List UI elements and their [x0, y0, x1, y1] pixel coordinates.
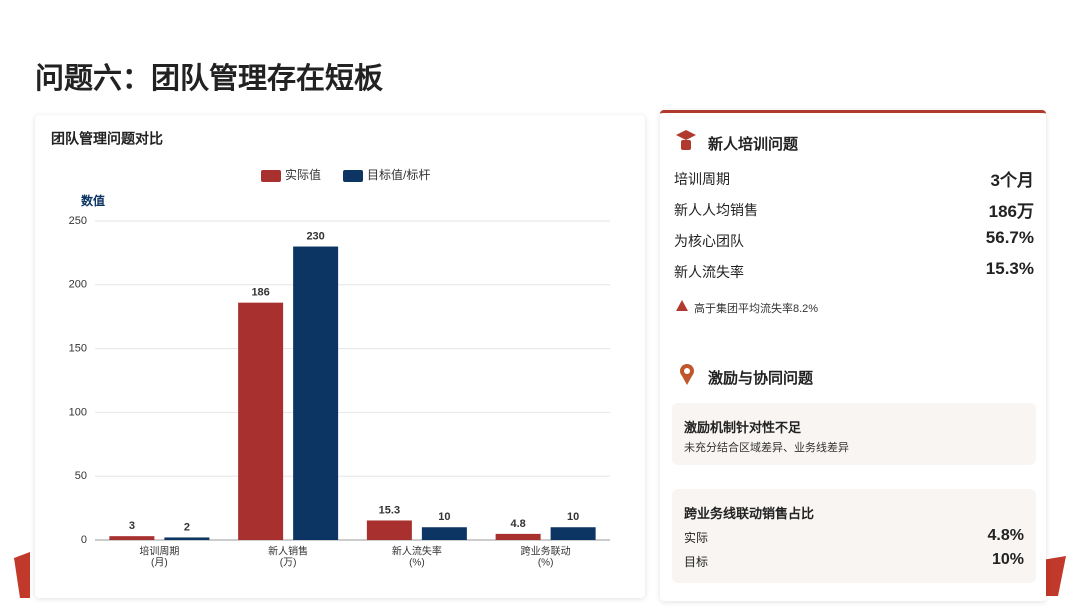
row-label: 实际	[684, 531, 709, 545]
issue-box: 激励机制针对性不足 未充分结合区域差异、业务线差异	[672, 403, 1036, 465]
data-label: 15.3	[379, 504, 400, 516]
legend-label: 目标值/标杆	[367, 167, 430, 182]
note: 高于集团平均流失率8.2%	[694, 303, 819, 315]
data-label: 4.8	[510, 518, 525, 530]
y-axis-label: 数值	[81, 193, 105, 208]
row-value: 10%	[991, 551, 1024, 568]
data-label: 2	[184, 521, 190, 533]
y-tick-label: 100	[69, 406, 87, 418]
bar	[293, 246, 339, 540]
info-row: 目标 10%	[684, 551, 1024, 570]
bar	[109, 536, 155, 540]
row-label: 新人流失率	[674, 264, 744, 280]
row-label: 目标	[684, 555, 709, 569]
legend-swatch	[261, 170, 281, 182]
x-tick-label: 跨业务联动	[521, 545, 571, 558]
legend-label: 实际值	[285, 167, 321, 182]
icon-award	[680, 364, 694, 385]
legend-swatch	[343, 170, 364, 182]
row-value: 4.8%	[987, 527, 1024, 544]
info-row: 培训周期 3个月	[674, 169, 1034, 190]
y-tick-label: 0	[81, 534, 87, 546]
x-tick-label: (万)	[280, 558, 297, 569]
data-label: 10	[438, 511, 450, 523]
data-label: 3	[129, 520, 135, 532]
data-label: 10	[567, 511, 579, 523]
issue-box: 跨业务线联动销售占比 实际 4.8% 目标 10%	[672, 489, 1036, 583]
chart-card: 团队管理问题对比 数值 0 50 100 150 200 250 实际值 目标值/标杆培训周期…	[35, 115, 645, 598]
row-value: 3个月	[990, 171, 1034, 190]
x-tick-label: (%)	[409, 558, 425, 569]
side-panel: 新人培训问题 高于集团平均流失率8.2% 激励与协同问题 激励机制针对性不足 未…	[660, 110, 1046, 601]
box-title: 跨业务线联动销售占比	[684, 506, 815, 521]
row-label: 培训周期	[674, 171, 730, 187]
section-heading: 新人培训问题	[708, 136, 799, 153]
info-row: 实际 4.8%	[684, 527, 1024, 546]
bar	[366, 520, 412, 540]
row-label: 新人人均销售	[674, 202, 758, 218]
corner-decor	[14, 552, 30, 598]
chart-title: 团队管理问题对比	[51, 131, 163, 147]
row-value: 186万	[988, 202, 1034, 221]
bar	[550, 527, 596, 540]
y-tick-label: 150	[69, 343, 87, 355]
x-tick-label: (月)	[151, 557, 168, 569]
y-tick-label: 50	[75, 470, 87, 482]
row-value: 15.3%	[985, 259, 1034, 278]
x-tick-label: 新人销售	[268, 545, 308, 558]
icon-cap	[676, 130, 696, 150]
row-label: 为核心团队	[674, 233, 744, 249]
x-tick-label: 培训周期	[139, 545, 179, 558]
x-tick-label: (%)	[538, 558, 554, 569]
row-value: 56.7%	[985, 228, 1034, 247]
info-row: 新人人均销售 186万	[674, 200, 1034, 221]
y-tick-label: 250	[69, 215, 87, 227]
chart: 团队管理问题对比 数值 0 50 100 150 200 250 实际值 目标值/标杆培训周期…	[51, 131, 610, 569]
box-title: 激励机制针对性不足	[684, 420, 802, 435]
x-tick-label: 新人流失率	[392, 545, 442, 558]
box-text: 未充分结合区域差异、业务线差异	[684, 442, 849, 454]
info-row: 新人流失率 15.3%	[674, 259, 1034, 282]
y-tick-label: 200	[69, 279, 87, 291]
page-title: 问题六：团队管理存在短板	[35, 63, 384, 95]
section-heading: 激励与协同问题	[708, 370, 814, 387]
bar	[238, 302, 284, 540]
info-row: 为核心团队 56.7%	[674, 228, 1034, 251]
icon-warning	[676, 300, 688, 311]
bar	[164, 537, 210, 540]
bar	[421, 527, 467, 540]
bar	[495, 533, 541, 540]
data-label: 230	[306, 230, 324, 242]
data-label: 186	[251, 287, 269, 299]
